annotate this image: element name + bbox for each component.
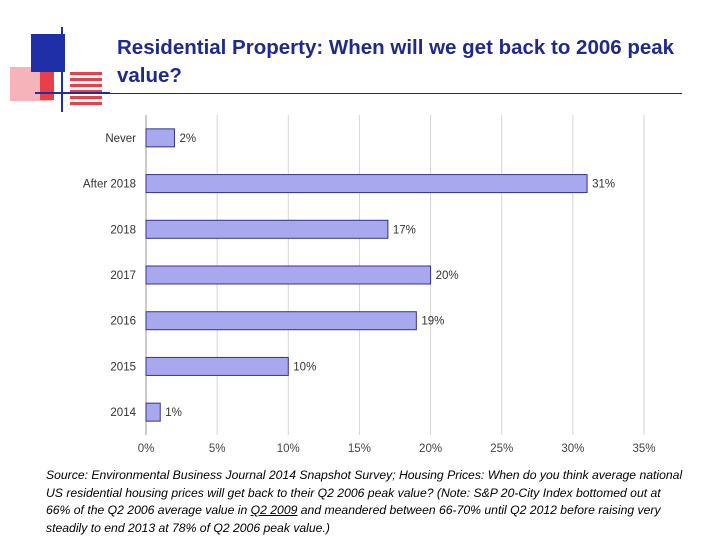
x-tick-label: 10% — [277, 443, 300, 455]
bar — [145, 265, 432, 285]
slide-title: Residential Property: When will we get b… — [117, 36, 675, 87]
source-note: Source: Environmental Business Journal 2… — [46, 467, 686, 537]
bar — [145, 311, 417, 331]
x-tick-label: 0% — [138, 443, 155, 455]
source-text-part2: and meandered between 66-70% until Q2 20… — [46, 503, 661, 535]
category-label: 2015 — [110, 361, 136, 373]
bar — [145, 128, 175, 148]
value-label: 2% — [179, 133, 196, 145]
bar — [145, 356, 289, 376]
bar-chart: 0% 5% 10% 15% 20% 25% 30% 35% Never 2% After 2018 3… — [83, 115, 656, 455]
source-text-underlined: Q2 2009 — [250, 503, 298, 517]
x-tick-label: 30% — [561, 443, 584, 455]
value-label: 31% — [592, 179, 615, 191]
x-tick-label: 35% — [632, 443, 655, 455]
x-tick-label: 25% — [490, 443, 513, 455]
value-label: 10% — [293, 361, 316, 373]
bar — [145, 402, 161, 422]
category-label: 2014 — [110, 407, 136, 419]
value-label: 1% — [165, 407, 182, 419]
logo-blue-square — [31, 34, 65, 72]
category-label: After 2018 — [83, 179, 136, 191]
title-rule — [70, 93, 682, 94]
source-text-part1: Source: Environmental Business Journal 2… — [46, 468, 683, 517]
category-label: 2017 — [110, 270, 136, 282]
category-label: 2016 — [110, 316, 136, 328]
x-tick-label: 5% — [209, 443, 226, 455]
value-label: 20% — [436, 270, 459, 282]
category-label: Never — [105, 133, 136, 145]
slide-logo — [10, 27, 110, 112]
category-label: 2018 — [110, 224, 136, 236]
bar — [145, 219, 389, 239]
logo-red-square — [40, 68, 54, 100]
value-label: 19% — [421, 316, 444, 328]
logo-stripes — [70, 72, 102, 105]
x-tick-label: 15% — [348, 443, 371, 455]
bar — [145, 174, 588, 194]
value-label: 17% — [393, 224, 416, 236]
x-tick-label: 20% — [419, 443, 442, 455]
